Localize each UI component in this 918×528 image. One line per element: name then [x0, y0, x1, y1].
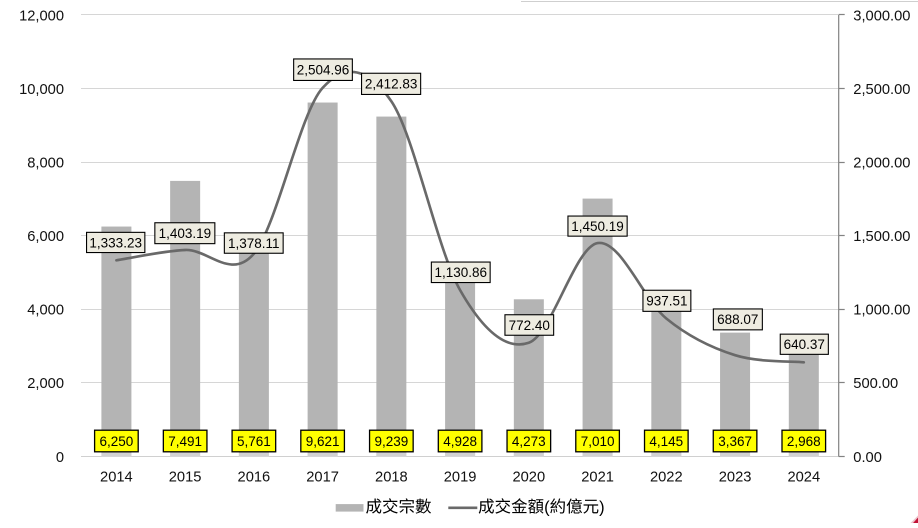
svg-text:3,367: 3,367: [718, 434, 752, 449]
svg-text:2019: 2019: [444, 469, 477, 485]
svg-text:2014: 2014: [100, 469, 133, 485]
svg-text:3,000.00: 3,000.00: [853, 8, 910, 24]
svg-text:2,504.96: 2,504.96: [297, 63, 350, 78]
svg-text:2,968: 2,968: [787, 434, 821, 449]
svg-text:1,333.23: 1,333.23: [89, 235, 142, 250]
svg-text:2022: 2022: [650, 469, 683, 485]
svg-text:1,130.86: 1,130.86: [435, 265, 488, 280]
svg-text:2,412.83: 2,412.83: [365, 77, 418, 92]
svg-text:4,000: 4,000: [27, 303, 64, 319]
svg-text:1,500.00: 1,500.00: [853, 229, 910, 245]
svg-text:4,273: 4,273: [512, 434, 546, 449]
svg-text:0.00: 0.00: [853, 450, 882, 466]
svg-text:1,450.19: 1,450.19: [571, 219, 624, 234]
svg-text:): ): [599, 498, 605, 516]
svg-text:5,761: 5,761: [237, 434, 271, 449]
svg-text:1,403.19: 1,403.19: [159, 226, 212, 241]
svg-text:2023: 2023: [719, 469, 752, 485]
svg-text:2018: 2018: [375, 469, 408, 485]
svg-text:8,000: 8,000: [27, 156, 64, 172]
svg-text:500.00: 500.00: [853, 376, 898, 392]
svg-text:2,000: 2,000: [27, 376, 64, 392]
svg-text:9,239: 9,239: [375, 434, 409, 449]
svg-text:2016: 2016: [238, 469, 271, 485]
svg-text:2017: 2017: [306, 469, 339, 485]
svg-text:1,000.00: 1,000.00: [853, 303, 910, 319]
svg-text:688.07: 688.07: [717, 312, 758, 327]
svg-text:(: (: [544, 498, 550, 516]
svg-text:1,378.11: 1,378.11: [228, 236, 280, 251]
svg-text:12,000: 12,000: [19, 8, 64, 24]
svg-text:0: 0: [56, 450, 64, 466]
svg-text:6,000: 6,000: [27, 229, 64, 245]
svg-text:4,145: 4,145: [649, 434, 683, 449]
svg-text:9,621: 9,621: [306, 434, 340, 449]
svg-text:6,250: 6,250: [100, 434, 134, 449]
svg-text:2024: 2024: [787, 469, 820, 485]
svg-text:2015: 2015: [169, 469, 202, 485]
svg-text:10,000: 10,000: [19, 82, 64, 98]
svg-text:4,928: 4,928: [443, 434, 477, 449]
svg-text:937.51: 937.51: [646, 294, 687, 309]
svg-text:2021: 2021: [581, 469, 614, 485]
svg-text:640.37: 640.37: [784, 337, 825, 352]
svg-text:2020: 2020: [512, 469, 545, 485]
svg-text:7,010: 7,010: [581, 434, 615, 449]
svg-text:2,000.00: 2,000.00: [853, 156, 910, 172]
svg-text:7,491: 7,491: [168, 434, 202, 449]
svg-text:2,500.00: 2,500.00: [853, 82, 910, 98]
svg-text:772.40: 772.40: [509, 318, 550, 333]
